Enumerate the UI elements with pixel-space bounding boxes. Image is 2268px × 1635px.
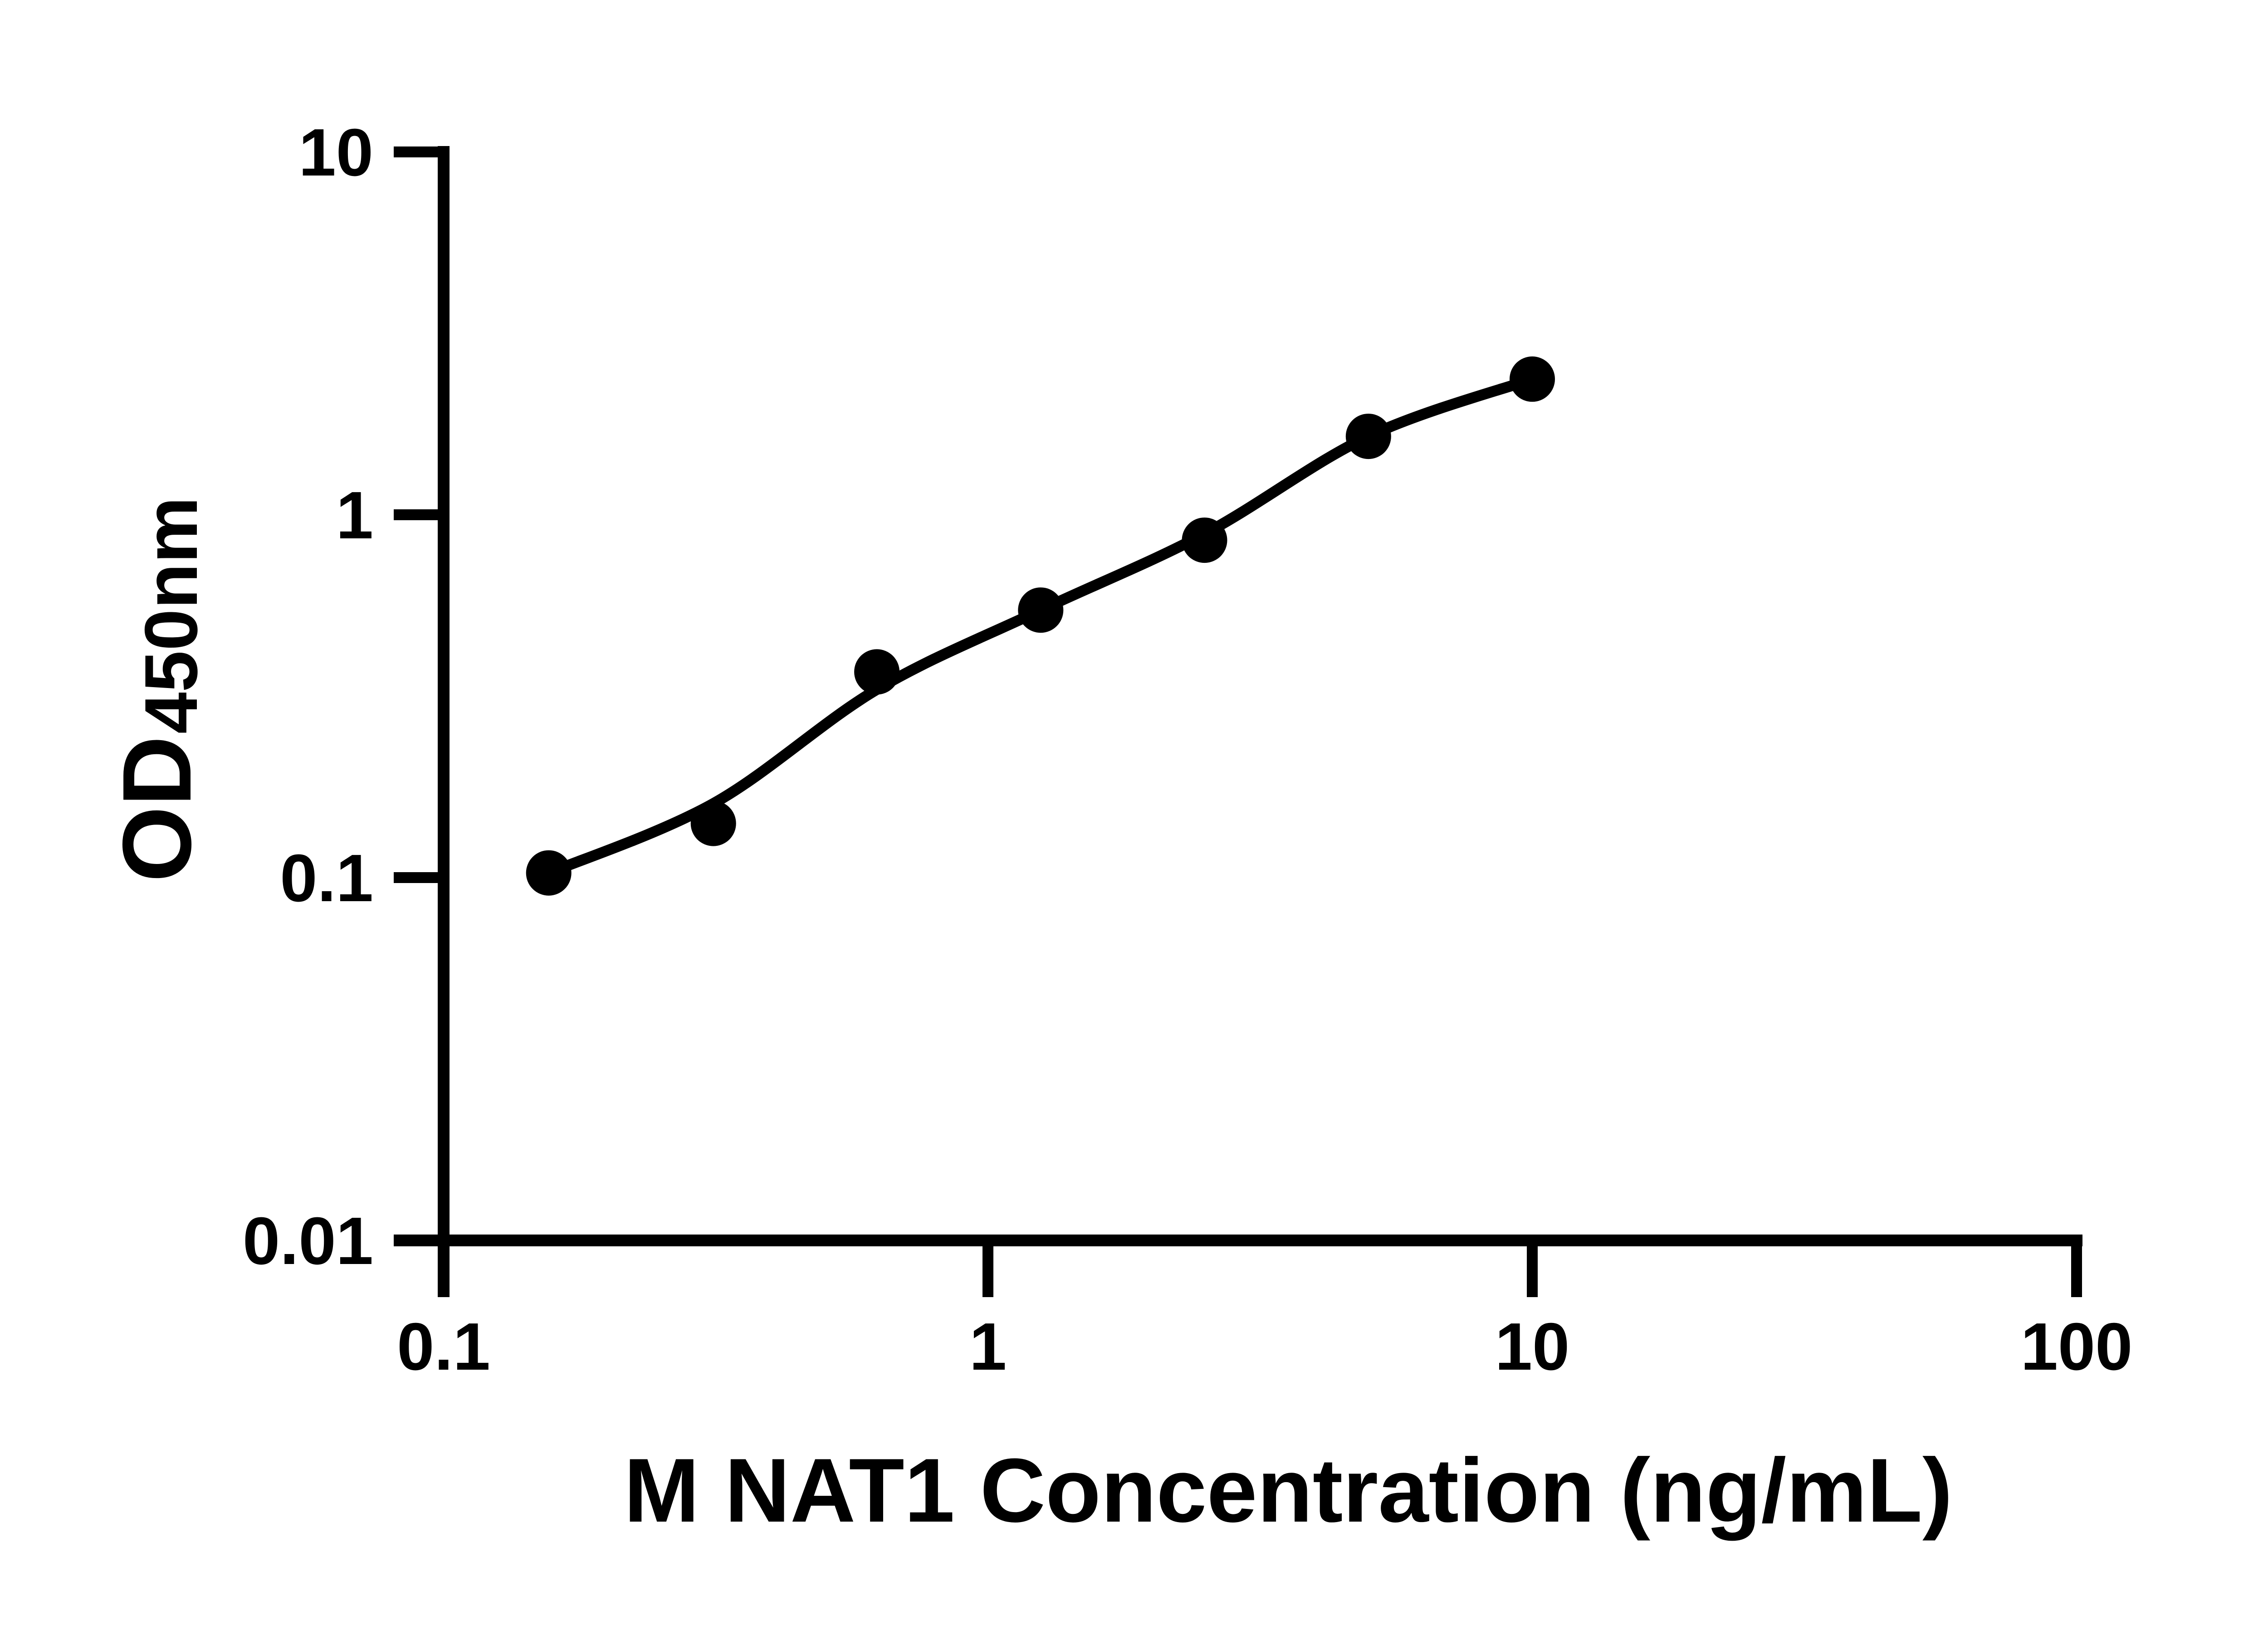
axes: 10 1 0.1 0.01 0.1 1 10 100 (243, 115, 2133, 1384)
data-point (526, 850, 572, 896)
x-tick-label: 10 (1495, 1309, 1570, 1384)
data-point (1510, 356, 1555, 402)
data-point (1018, 587, 1064, 633)
data-points (526, 356, 1555, 896)
x-tick-label: 100 (2021, 1309, 2133, 1384)
y-axis-title-subscript: 450nm (129, 497, 213, 734)
y-axis-title: OD 450nm (102, 497, 213, 882)
data-point (854, 649, 900, 695)
y-tick-label: 0.01 (243, 1204, 373, 1279)
x-tick-label: 0.1 (397, 1309, 490, 1384)
y-tick-label: 10 (298, 115, 373, 190)
x-tick-label: 1 (969, 1309, 1007, 1384)
y-tick-label: 1 (336, 478, 373, 553)
x-axis-title: M NAT1 Concentration (ng/mL) (624, 1440, 1952, 1541)
y-axis-title-base: OD (102, 736, 211, 883)
data-point (690, 800, 736, 846)
data-point (1345, 414, 1391, 459)
y-tick-label: 0.1 (280, 841, 373, 916)
data-point (1182, 517, 1227, 563)
